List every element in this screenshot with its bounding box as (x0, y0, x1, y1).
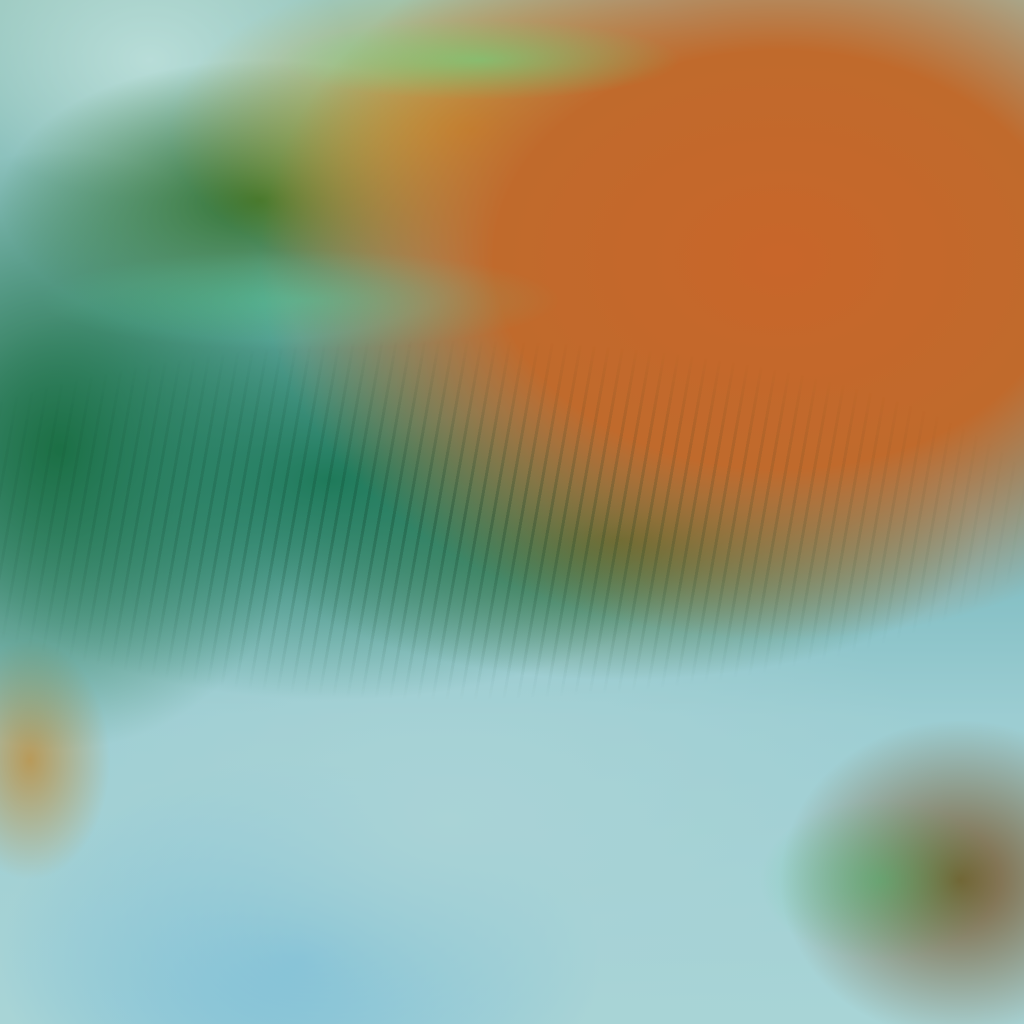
green-highlights (0, 0, 1024, 1024)
satellite-image (0, 0, 1024, 1024)
